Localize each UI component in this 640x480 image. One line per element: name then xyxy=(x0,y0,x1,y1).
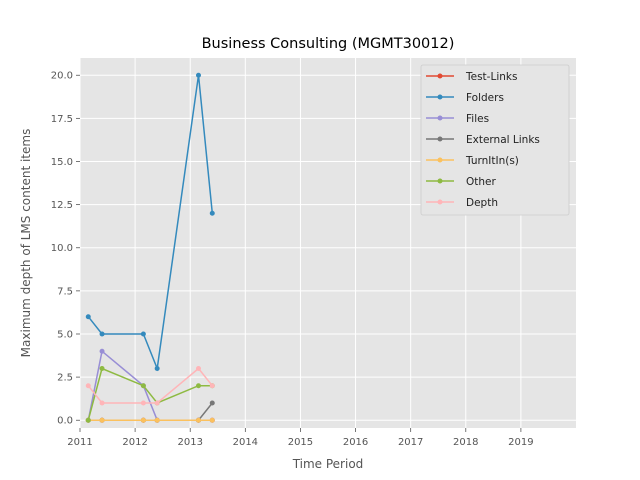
legend-item: Other xyxy=(426,176,496,188)
y-tick-label: 17.5 xyxy=(51,114,73,125)
legend-label: Depth xyxy=(466,197,498,209)
legend-label: Test-Links xyxy=(465,71,517,83)
data-point xyxy=(195,365,201,371)
x-tick-label: 2018 xyxy=(453,437,478,448)
legend-item: Folders xyxy=(426,92,504,104)
legend-label: Folders xyxy=(466,92,504,104)
data-point xyxy=(195,383,201,389)
legend-item: Files xyxy=(426,113,489,125)
x-tick-label: 2014 xyxy=(233,437,258,448)
legend-label: Files xyxy=(466,113,489,125)
y-tick-label: 7.5 xyxy=(57,286,73,297)
data-point xyxy=(209,383,215,389)
data-point xyxy=(140,331,146,337)
legend-swatch-marker xyxy=(437,115,443,121)
data-point xyxy=(85,417,91,423)
data-point xyxy=(154,400,160,406)
x-tick-label: 2016 xyxy=(343,437,368,448)
data-point xyxy=(209,400,215,406)
data-point xyxy=(209,210,215,216)
legend-label: TurnItIn(s) xyxy=(465,155,519,167)
legend-swatch-marker xyxy=(437,157,443,163)
data-point xyxy=(195,72,201,78)
series-line xyxy=(87,75,214,372)
legend-swatch-marker xyxy=(437,199,443,205)
series-line xyxy=(87,367,213,404)
y-tick-label: 10.0 xyxy=(51,243,73,254)
y-tick-label: 20.0 xyxy=(51,71,73,82)
data-point xyxy=(140,400,146,406)
data-point xyxy=(99,365,105,371)
series-turnitin-s- xyxy=(85,417,215,423)
data-point xyxy=(99,348,105,354)
y-tick-label: 5.0 xyxy=(57,329,73,340)
data-point xyxy=(99,400,105,406)
data-point xyxy=(99,417,105,423)
legend-swatch-marker xyxy=(437,178,443,184)
data-point xyxy=(85,314,91,320)
y-axis-label: Maximum depth of LMS content items xyxy=(19,129,33,358)
x-tick-label: 2019 xyxy=(508,437,533,448)
series-depth xyxy=(85,365,215,406)
legend-swatch-marker xyxy=(437,73,443,79)
series-folders xyxy=(85,72,215,372)
y-tick-label: 0.0 xyxy=(57,416,73,427)
y-tick-label: 2.5 xyxy=(57,373,73,384)
chart-title: Business Consulting (MGMT30012) xyxy=(202,36,455,52)
x-tick-label: 2012 xyxy=(122,437,147,448)
legend-label: External Links xyxy=(466,134,540,146)
legend-item: Depth xyxy=(426,197,498,209)
legend-item: Test-Links xyxy=(426,71,517,83)
y-tick-label: 12.5 xyxy=(51,200,73,211)
data-point xyxy=(140,383,146,389)
legend-swatch-marker xyxy=(437,94,443,100)
data-point xyxy=(99,331,105,337)
data-point xyxy=(140,417,146,423)
legend-item: External Links xyxy=(426,134,540,146)
legend-item: TurnItIn(s) xyxy=(426,155,519,167)
x-tick-label: 2013 xyxy=(177,437,202,448)
legend-label: Other xyxy=(466,176,496,188)
data-point xyxy=(154,365,160,371)
legend-box xyxy=(420,64,570,216)
x-tick-label: 2011 xyxy=(67,437,92,448)
data-point xyxy=(209,417,215,423)
data-point xyxy=(195,417,201,423)
data-point xyxy=(85,383,91,389)
legend: Test-Links Folders Files External Links Turn… xyxy=(420,64,570,216)
x-axis-ticks: 2011 2012 2013 2014 2015 2016 2017 2018 2019 xyxy=(67,428,534,448)
y-tick-label: 15.0 xyxy=(51,157,73,168)
legend-swatch-marker xyxy=(437,136,443,142)
y-axis-ticks: 0.0 2.5 5.0 7.5 10.0 12.5 15.0 17.5 20.0 xyxy=(51,71,80,427)
x-tick-label: 2017 xyxy=(398,437,423,448)
series-layer xyxy=(85,72,215,423)
x-tick-label: 2015 xyxy=(288,437,313,448)
x-axis-label: Time Period xyxy=(292,457,364,471)
data-point xyxy=(154,417,160,423)
